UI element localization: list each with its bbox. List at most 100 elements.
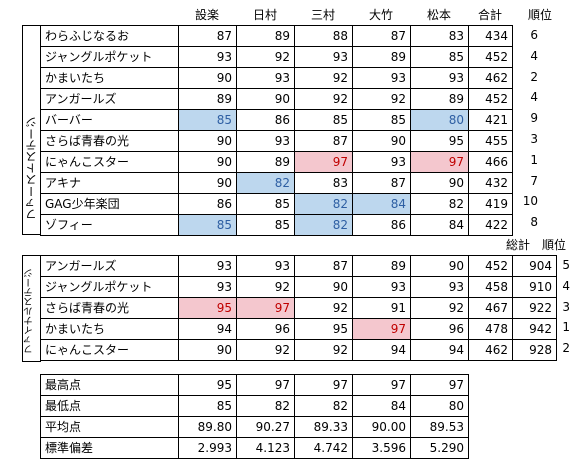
score-cell: 92: [294, 297, 353, 319]
total-cell: 452: [468, 46, 513, 68]
score-cell: 85: [352, 109, 411, 131]
total-cell: 462: [468, 339, 513, 361]
rank-value: 4: [562, 278, 570, 293]
rank-value: 4: [530, 90, 538, 105]
score-cell: 93: [236, 130, 295, 152]
table-row: さらば青春の光 90 93 87 90 95 455: [40, 130, 513, 152]
score-cell: 84: [352, 193, 411, 215]
stat-label: 最高点: [40, 374, 179, 396]
score-cell: 90: [178, 172, 237, 194]
stat-value: 85: [178, 395, 237, 417]
stat-value: 89.33: [294, 416, 353, 438]
table-row: にゃんこスター 90 89 97 93 97 466: [40, 151, 513, 173]
stat-value: 97: [410, 374, 469, 396]
rank-value: 9: [530, 111, 538, 126]
table-row: ジャングルポケット 93 92 90 93 93 458 910: [40, 276, 557, 298]
total-cell: 467: [468, 297, 513, 319]
score-cell: 82: [294, 193, 353, 215]
col-header-mimura: 三村: [310, 8, 335, 22]
score-cell: 90: [178, 151, 237, 173]
contestant-name: アンガールズ: [40, 255, 179, 277]
contestant-name: GAG少年楽団: [40, 193, 179, 215]
table-row: にゃんこスター 90 92 92 94 94 462 928: [40, 339, 557, 361]
score-cell: 85: [294, 109, 353, 131]
stat-value: 4.742: [294, 437, 353, 459]
score-cell: 92: [352, 88, 411, 110]
final-stage-label: ファイナルステージ: [24, 268, 35, 355]
first-stage-side-panel: [22, 25, 41, 235]
rank-value: 3: [530, 132, 538, 146]
score-cell: 90: [178, 130, 237, 152]
first-stage-label: ファーストステージ: [24, 116, 38, 221]
stat-value: 97: [294, 374, 353, 396]
col-header-shitara: 設楽: [194, 8, 219, 22]
total-cell: 422: [468, 214, 513, 236]
total-cell: 434: [468, 25, 513, 47]
stat-value: 97: [352, 374, 411, 396]
score-cell: 96: [410, 318, 469, 340]
score-cell: 95: [294, 318, 353, 340]
score-cell: 92: [410, 297, 469, 319]
table-row: バーバー 85 86 85 85 80 421: [40, 109, 513, 131]
score-cell: 93: [236, 255, 295, 277]
col-header-himura: 日村: [252, 8, 277, 22]
score-cell: 97: [410, 151, 469, 173]
score-cell: 85: [178, 214, 237, 236]
score-cell: 85: [236, 193, 295, 215]
score-cell: 86: [236, 109, 295, 131]
stat-value: 95: [178, 374, 237, 396]
score-cell: 90: [410, 172, 469, 194]
stat-value: 89.80: [178, 416, 237, 438]
table-row: アンガールズ 93 93 87 89 90 452 904: [40, 255, 557, 277]
contestant-name: バーバー: [40, 109, 179, 131]
final-stage-table: アンガールズ 93 93 87 89 90 452 904 ジャングルポケット 93 92 90 93 9…: [40, 255, 557, 361]
col-header-final-rank: 順位: [541, 238, 566, 252]
score-cell: 93: [410, 67, 469, 89]
score-cell: 89: [236, 151, 295, 173]
score-cell: 93: [352, 276, 411, 298]
score-cell: 87: [352, 25, 411, 47]
table-row: さらば青春の光 95 97 92 91 92 467 922: [40, 297, 557, 319]
total-cell: 462: [468, 67, 513, 89]
total-cell: 458: [468, 276, 513, 298]
stat-value: 90.00: [352, 416, 411, 438]
stats-row: 平均点 89.80 90.27 89.33 90.00 89.53: [40, 416, 469, 438]
score-cell: 92: [236, 46, 295, 68]
rank-value: 5: [562, 258, 570, 272]
rank-value: 2: [562, 341, 570, 356]
table-row: かまいたち 94 96 95 97 96 478 942: [40, 318, 557, 340]
contestant-name: ゾフィー: [40, 214, 179, 236]
table-row: アンガールズ 89 90 92 92 89 452: [40, 88, 513, 110]
score-cell: 93: [178, 46, 237, 68]
score-cell: 90: [294, 276, 353, 298]
score-cell: 92: [236, 339, 295, 361]
stat-value: 80: [410, 395, 469, 417]
total-cell: 421: [468, 109, 513, 131]
total-cell: 478: [468, 318, 513, 340]
stat-label: 平均点: [40, 416, 179, 438]
score-cell: 87: [294, 255, 353, 277]
score-cell: 93: [178, 276, 237, 298]
contestant-name: にゃんこスター: [40, 151, 179, 173]
stats-row: 標準偏差 2.993 4.123 4.742 3.596 5.290: [40, 437, 469, 459]
total-cell: 452: [468, 88, 513, 110]
score-cell: 89: [352, 46, 411, 68]
stat-value: 84: [352, 395, 411, 417]
stat-value: 2.993: [178, 437, 237, 459]
first-stage-table: わらふじなるお 87 89 88 87 83 434 ジャングルポケット 93 92 93 89 85 4…: [40, 25, 513, 236]
total-cell: 466: [468, 151, 513, 173]
grand-total-cell: 928: [512, 339, 557, 361]
score-cell: 83: [294, 172, 353, 194]
contestant-name: アンガールズ: [40, 88, 179, 110]
score-cell: 82: [410, 193, 469, 215]
contestant-name: かまいたち: [40, 318, 179, 340]
score-cell: 86: [178, 193, 237, 215]
stat-value: 90.27: [236, 416, 295, 438]
rank-value: 6: [530, 28, 538, 42]
score-cell: 89: [236, 25, 295, 47]
score-cell: 94: [410, 339, 469, 361]
score-cell: 90: [352, 130, 411, 152]
score-cell: 89: [410, 88, 469, 110]
score-cell: 87: [178, 25, 237, 47]
score-cell: 88: [294, 25, 353, 47]
